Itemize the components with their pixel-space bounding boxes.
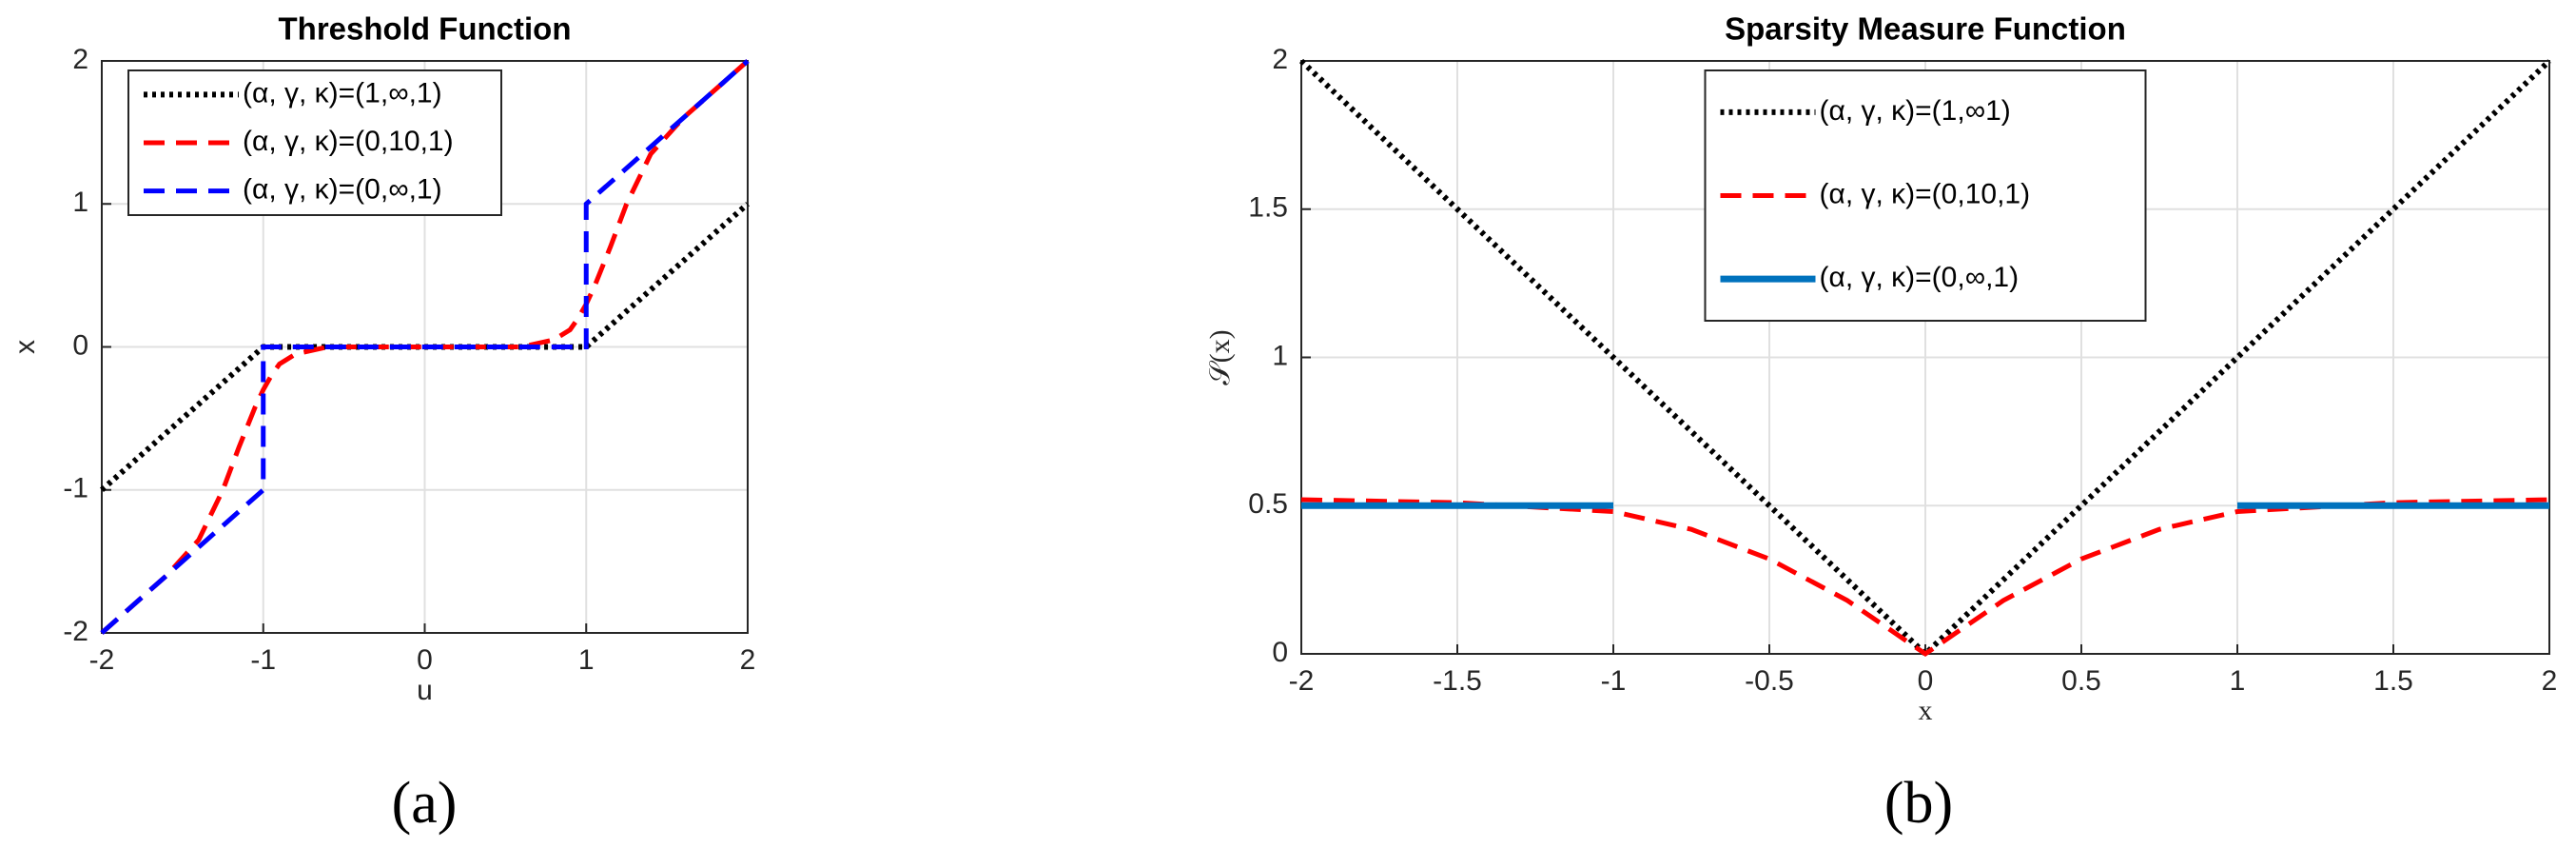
- y-axis-label: 𝒮(x): [1204, 329, 1236, 385]
- x-tick-label: -1: [1601, 665, 1627, 697]
- x-tick-label: 0: [417, 644, 433, 676]
- caption: (a): [392, 771, 458, 836]
- chart-title: Threshold Function: [279, 11, 572, 47]
- x-tick-label: 1.5: [2373, 665, 2413, 697]
- series-line: [100, 59, 750, 635]
- y-axis-label: x: [10, 340, 41, 354]
- x-tick-label: 2: [740, 644, 756, 676]
- legend-label: (α, γ, κ)=(1,∞1): [1820, 95, 2011, 127]
- x-tick-label: 0.5: [2061, 665, 2101, 697]
- x-tick-label: 1: [2230, 665, 2246, 697]
- axes-box: [101, 60, 749, 634]
- y-tick-label: 0: [1272, 637, 1288, 668]
- caption: (b): [1884, 771, 1953, 836]
- x-tick-label: 2: [2542, 665, 2558, 697]
- legend-label: (α, γ, κ)=(0,∞,1): [243, 174, 442, 206]
- legend-label: (α, γ, κ)=(1,∞,1): [243, 77, 442, 108]
- x-axis-label: u: [417, 675, 433, 706]
- y-tick-label: 0.5: [1248, 488, 1288, 520]
- x-tick-label: 0: [1918, 665, 1934, 697]
- legend-label: (α, γ, κ)=(0,∞,1): [1820, 262, 2020, 293]
- x-axis-label: x: [1919, 695, 1933, 726]
- legend-label: (α, γ, κ)=(0,10,1): [1820, 178, 2031, 209]
- y-tick-label: -2: [63, 616, 88, 647]
- y-tick-label: 2: [1272, 44, 1288, 75]
- series-line: [1300, 497, 2550, 658]
- chart-title: Sparsity Measure Function: [1725, 11, 2126, 47]
- x-tick-label: -1: [250, 644, 276, 676]
- x-tick-label: 1: [578, 644, 595, 676]
- y-tick-label: 1: [1272, 340, 1288, 371]
- y-tick-label: 1: [72, 187, 88, 218]
- series-line: [100, 59, 750, 635]
- x-tick-label: -0.5: [1745, 665, 1794, 697]
- y-tick-label: 2: [72, 44, 88, 75]
- y-tick-label: 1.5: [1248, 192, 1288, 224]
- x-tick-label: -1.5: [1433, 665, 1482, 697]
- y-tick-label: -1: [63, 473, 88, 504]
- x-tick-label: -2: [89, 644, 115, 676]
- legend-label: (α, γ, κ)=(0,10,1): [243, 126, 454, 157]
- y-tick-label: 0: [72, 329, 88, 361]
- x-tick-label: -2: [1289, 665, 1315, 697]
